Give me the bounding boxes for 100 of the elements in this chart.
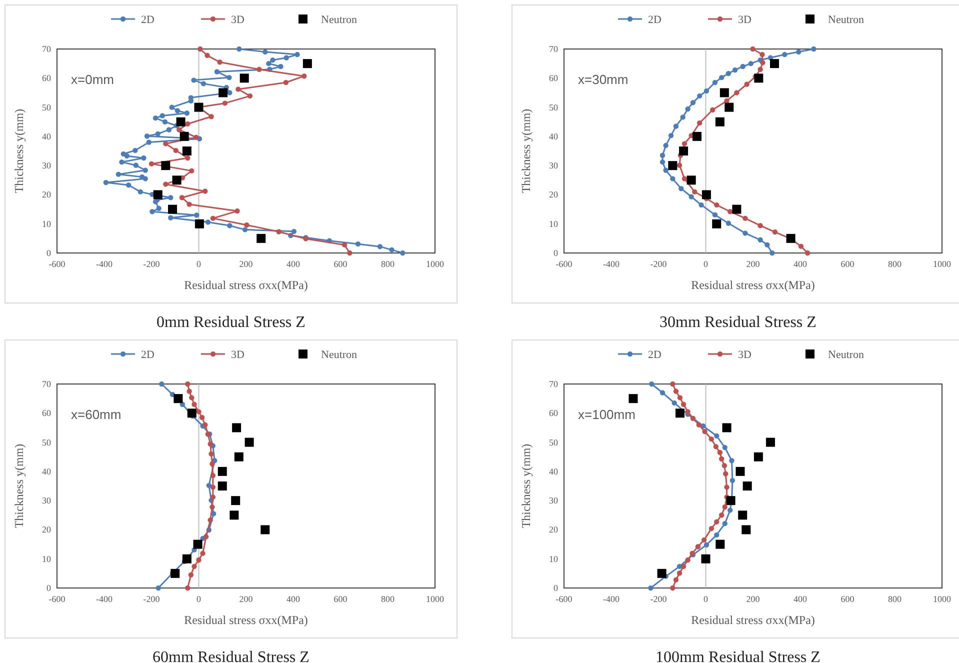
point [648,585,654,591]
y-tick-label: 0 [46,583,52,593]
point [758,237,763,242]
point [742,482,752,490]
point [730,478,736,484]
point [708,436,714,442]
y-tick-label: 40 [549,131,558,142]
point [291,228,297,234]
point [722,504,728,510]
point [185,121,190,126]
point [726,220,732,226]
point [185,381,190,387]
point [717,450,723,456]
point [256,234,266,243]
point [649,381,654,387]
x-tick-label: 0 [704,594,708,604]
annotation: x=100mm [578,407,636,422]
point [740,64,746,70]
point [202,422,208,428]
point [676,408,684,418]
legend-label: 2D [141,14,154,26]
text: 60mm Residual Stress Z [152,649,310,663]
point [222,100,228,106]
point [189,395,194,400]
point [172,176,182,185]
point [186,388,192,394]
y-axis-title: Thickness y(mm) [519,108,533,194]
point [218,466,227,476]
point [210,504,215,510]
point [680,564,686,570]
x-tick-label: -600 [48,594,66,604]
point [204,52,210,58]
point [227,223,232,228]
point [720,88,729,98]
point [786,234,796,243]
y-tick-label: 70 [549,379,558,389]
legend-label: Neutron [321,349,358,361]
y-tick-label: 10 [549,218,558,229]
y-tick-label: 50 [42,102,52,112]
point [760,60,766,66]
point [724,484,730,490]
point [696,422,702,428]
y-tick-label: 30 [549,496,558,506]
point [230,510,239,520]
point [704,88,710,94]
point [710,107,716,113]
annotation: x=0mm [71,72,114,87]
y-tick-label: 30 [549,160,558,171]
legend-label: 2D [141,349,154,361]
point [146,140,152,145]
point [724,98,730,104]
point [742,525,751,534]
point [302,74,307,79]
y-tick-label: 60 [549,408,558,418]
point [196,409,202,414]
point [141,155,146,161]
point [722,423,732,432]
x-tick-label: 800 [381,259,395,269]
point [142,176,148,182]
point [677,395,683,400]
point [663,168,668,173]
point [722,471,728,476]
point [210,494,216,500]
point [173,148,178,154]
point [714,202,720,208]
point [176,127,182,132]
x-tick-label: 400 [286,594,300,604]
point [690,416,696,421]
point [663,142,668,148]
x-tick-label: 0 [196,259,202,269]
point [203,534,209,540]
point [148,161,154,166]
x-tick-label: 200 [239,594,254,604]
point [170,568,180,578]
point [192,402,197,407]
y-tick-label: 10 [549,554,558,564]
x-tick-label: 1000 [426,259,444,269]
point [701,554,710,564]
point [234,208,240,214]
point [208,441,213,447]
point [210,472,216,478]
y-tick-label: 60 [549,73,558,84]
point [144,134,150,139]
point [742,230,748,236]
point [202,188,208,194]
point [770,250,775,256]
point [194,219,204,228]
y-tick-label: 30 [42,496,52,506]
point [231,496,240,506]
point [712,219,722,228]
point [266,60,272,66]
point [191,78,196,83]
point [796,49,802,55]
x-tick-label: 800 [888,259,902,269]
point [103,180,109,186]
point [185,155,190,161]
point [155,131,160,136]
point [218,88,228,98]
point [217,60,222,65]
x-tick-label: -200 [143,594,160,604]
